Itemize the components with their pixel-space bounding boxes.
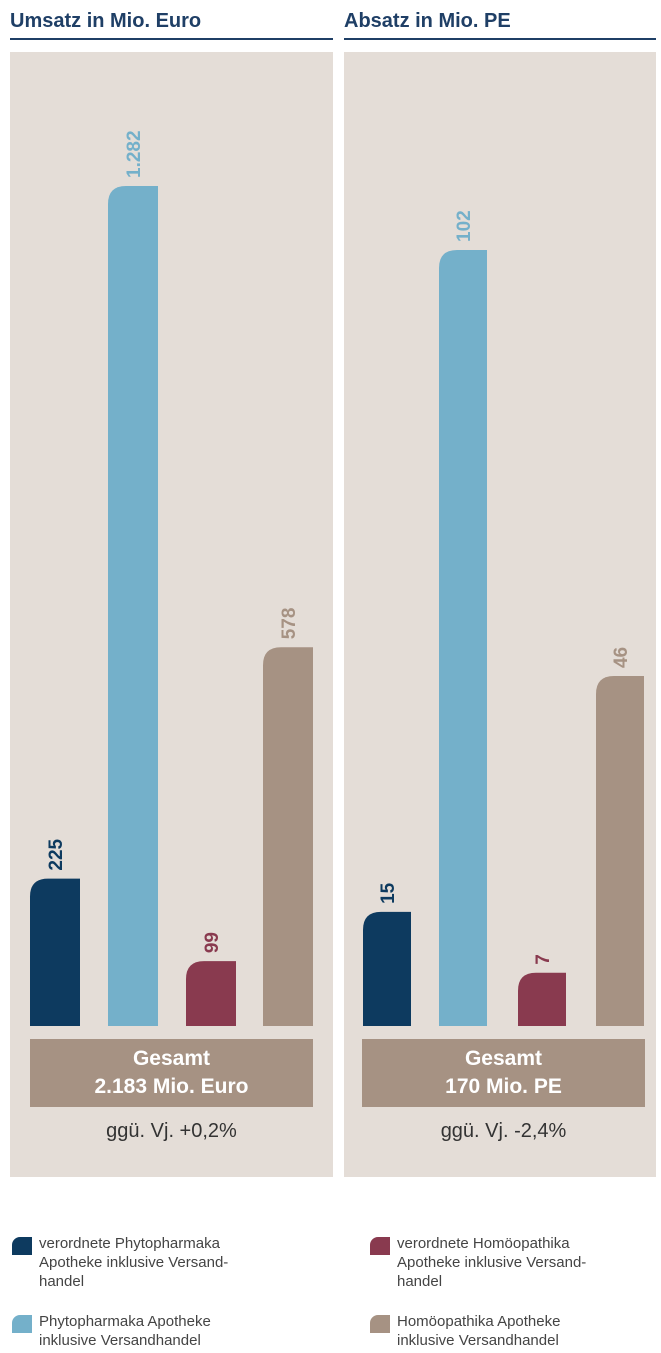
left-value-label-verordnete-phytopharmaka: 225 <box>46 838 67 870</box>
left-bar-verordnete-phytopharmaka <box>30 878 80 1026</box>
legend-item-phytopharmaka: Phytopharmaka Apotheke inklusive Versand… <box>12 1312 312 1352</box>
legend-text-line: handel <box>39 1273 85 1290</box>
right-value-label-phytopharmaka: 102 <box>454 210 475 242</box>
left-bar-verordnete-homoeopathika <box>186 961 236 1026</box>
left-total-box: Gesamt 2.183 Mio. Euro <box>30 1039 313 1107</box>
legend-text-line: inklusive Versandhandel <box>39 1332 201 1349</box>
right-panel-title: Absatz in Mio. PE <box>344 10 656 40</box>
left-total-value: 2.183 Mio. Euro <box>94 1075 249 1098</box>
legend-swatch-verordnete-phytopharmaka <box>12 1237 32 1255</box>
legend-swatch-verordnete-homoeopathika <box>370 1237 390 1255</box>
left-value-label-phytopharmaka: 1.282 <box>124 130 145 178</box>
legend-text-line: verordnete Homöopathika <box>397 1235 570 1252</box>
left-value-label-homoeopathika: 578 <box>279 608 300 640</box>
legend-text-line: Homöopathika Apotheke <box>397 1313 561 1330</box>
legend-text-line: verordnete Phytopharmaka <box>39 1235 220 1252</box>
left-bar-homoeopathika <box>263 647 313 1026</box>
legend-text-line: Apotheke inklusive Versand- <box>39 1254 229 1271</box>
left-panel-title: Umsatz in Mio. Euro <box>10 10 333 40</box>
legend-text-line: inklusive Versandhandel <box>397 1332 559 1349</box>
legend-swatch-homoeopathika <box>370 1315 390 1333</box>
right-total-value: 170 Mio. PE <box>445 1075 562 1098</box>
left-total-label: Gesamt <box>132 1047 211 1070</box>
legend-text-line: Apotheke inklusive Versand- <box>397 1254 587 1271</box>
legend-swatch-phytopharmaka <box>12 1315 32 1333</box>
right-bar-verordnete-phytopharmaka <box>363 911 411 1026</box>
left-change: ggü. Vj. +0,2% <box>106 1120 237 1142</box>
right-value-label-verordnete-homoeopathika: 7 <box>533 954 554 965</box>
right-total-box: Gesamt 170 Mio. PE <box>362 1039 645 1107</box>
legend-item-homoeopathika: Homöopathika Apotheke inklusive Versandh… <box>370 1312 660 1352</box>
right-change: ggü. Vj. -2,4% <box>440 1120 567 1142</box>
right-value-label-verordnete-phytopharmaka: 15 <box>378 882 399 904</box>
right-bar-homoeopathika <box>596 676 644 1026</box>
right-bar-verordnete-homoeopathika <box>518 972 566 1026</box>
legend-text-line: handel <box>397 1273 443 1290</box>
right-total-label: Gesamt <box>464 1047 543 1070</box>
legend-text-line: Phytopharmaka Apotheke <box>39 1313 211 1330</box>
legend-item-verordnete-homoeopathika: verordnete Homöopathika Apotheke inklusi… <box>370 1234 660 1294</box>
right-bar-phytopharmaka <box>439 250 487 1026</box>
left-value-label-verordnete-homoeopathika: 99 <box>202 932 223 953</box>
right-value-label-homoeopathika: 46 <box>611 647 632 668</box>
legend-item-verordnete-phytopharmaka: verordnete Phytopharmaka Apotheke inklus… <box>12 1234 312 1294</box>
left-bar-phytopharmaka <box>108 186 158 1026</box>
